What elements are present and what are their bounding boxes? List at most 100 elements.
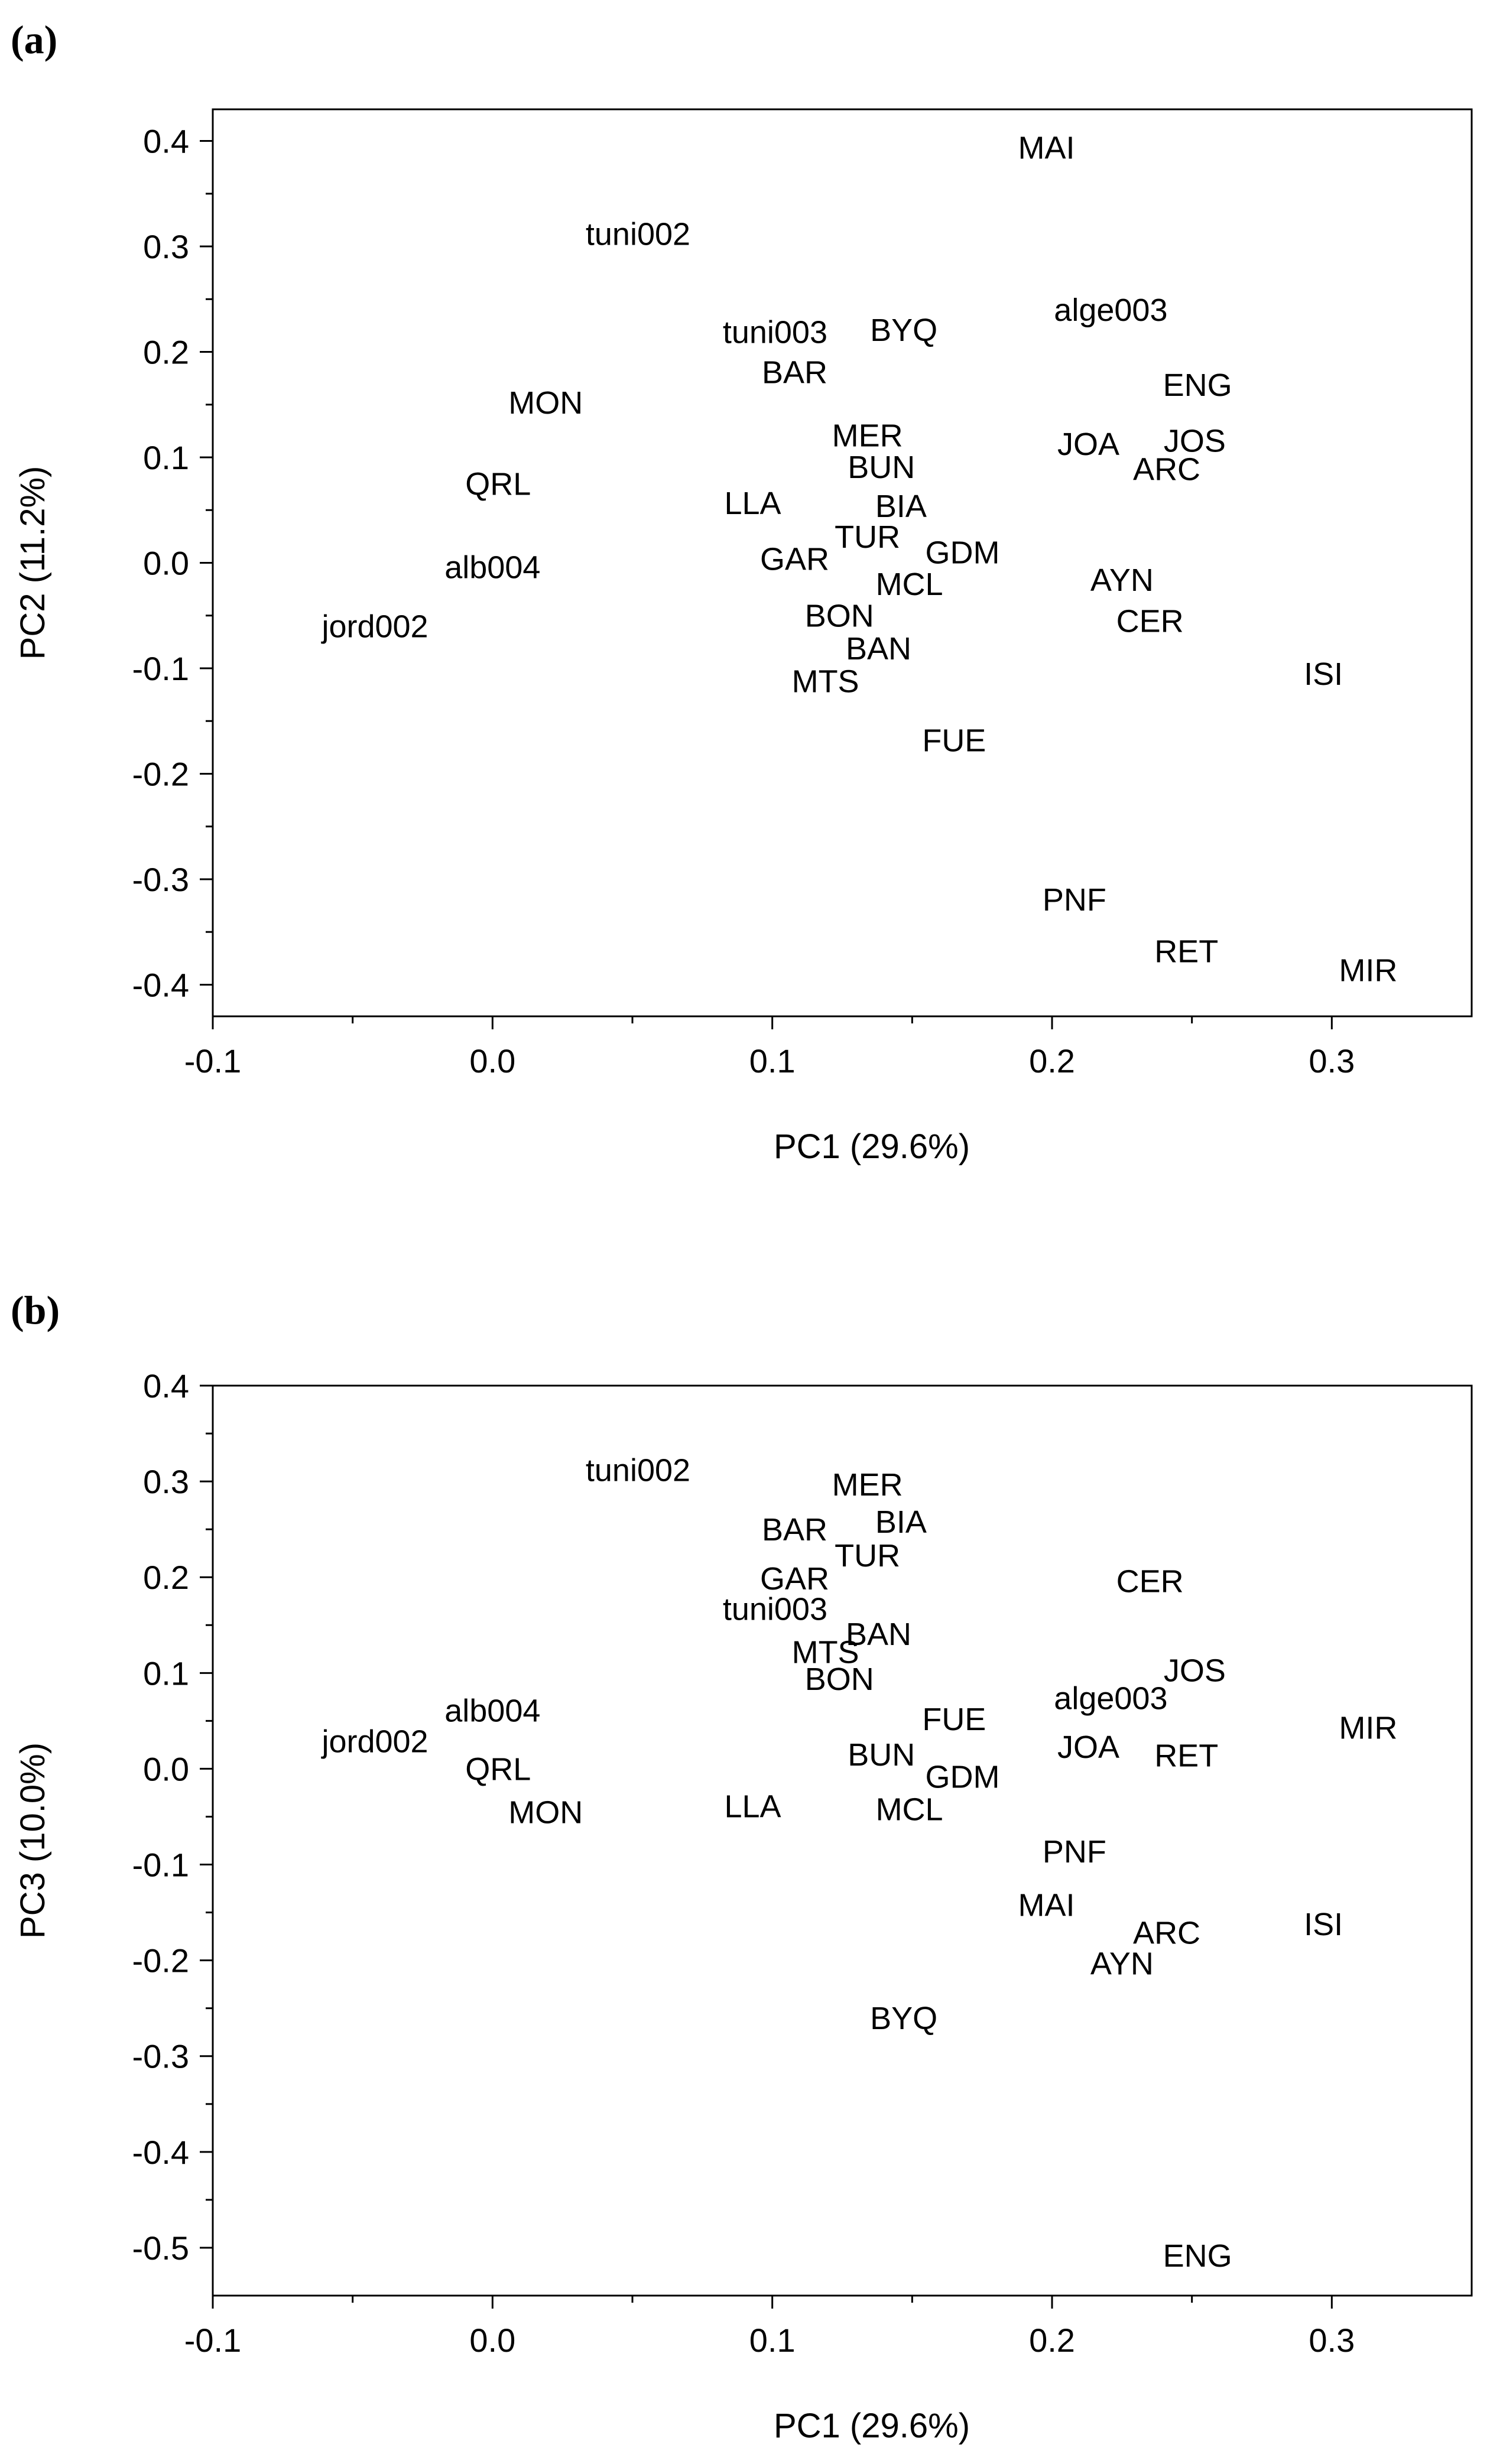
point-label-qrl: QRL bbox=[465, 467, 531, 502]
point-label-lla: LLA bbox=[724, 486, 781, 521]
point-label-mai: MAI bbox=[1018, 130, 1075, 165]
point-label-alb004: alb004 bbox=[444, 550, 540, 586]
point-label-isi: ISI bbox=[1304, 1907, 1343, 1942]
scatter-panel-a: (a) -0.1 0.0 0.1 0.2 0.3 0.4 0.3 0.2 0.1 0.0 -0.1 -0… bbox=[11, 17, 1473, 1166]
point-label-bia: BIA bbox=[875, 489, 927, 524]
point-label-mcl: MCL bbox=[876, 1792, 943, 1828]
panel-label: (a) bbox=[11, 17, 57, 62]
point-label-joa: JOA bbox=[1057, 1730, 1119, 1765]
x-tick-label: 0.3 bbox=[1309, 2322, 1355, 2359]
x-tick-label: 0.1 bbox=[749, 1042, 796, 1080]
point-label-mer: MER bbox=[832, 1467, 903, 1503]
y-tick-label: -0.4 bbox=[132, 2134, 190, 2171]
y-tick-label: 0.4 bbox=[143, 123, 189, 160]
y-tick-label: 0.2 bbox=[143, 334, 189, 371]
point-label-bar: BAR bbox=[762, 355, 827, 390]
y-tick-label: 0.0 bbox=[143, 545, 189, 582]
point-label-gar: GAR bbox=[760, 1561, 829, 1597]
x-axis-title: PC1 (29.6%) bbox=[774, 1127, 970, 1166]
y-tick-label: 0.1 bbox=[143, 439, 189, 476]
point-label-arc: ARC bbox=[1133, 1916, 1200, 1951]
scatter-panel-b: (b) -0.1 0.0 0.1 0.2 0.3 0.4 0.3 0.2 0.1 0.0 -0.1 -0… bbox=[11, 1288, 1473, 2445]
point-label-mts: MTS bbox=[792, 1635, 859, 1670]
point-label-tur: TUR bbox=[835, 1538, 900, 1574]
y-tick-label: 0.4 bbox=[143, 1367, 189, 1405]
point-label-mts: MTS bbox=[792, 664, 859, 699]
point-label-gdm: GDM bbox=[926, 535, 1000, 571]
point-label-fue: FUE bbox=[922, 1702, 986, 1737]
point-label-tur: TUR bbox=[835, 519, 900, 555]
y-tick-label: -0.1 bbox=[132, 650, 190, 687]
y-axis-title: PC2 (11.2%) bbox=[14, 466, 52, 660]
point-label-pnf: PNF bbox=[1043, 882, 1106, 918]
point-label-tuni002: tuni002 bbox=[586, 217, 690, 252]
y-tick-label: 0.3 bbox=[143, 1463, 189, 1500]
point-label-byq: BYQ bbox=[870, 313, 937, 348]
point-label-mer: MER bbox=[832, 418, 903, 454]
x-tick-label: 0.0 bbox=[469, 2322, 515, 2359]
point-label-lla: LLA bbox=[724, 1789, 781, 1825]
point-label-pnf: PNF bbox=[1043, 1834, 1106, 1870]
point-label-alge003: alge003 bbox=[1054, 292, 1167, 328]
point-label-bia: BIA bbox=[875, 1504, 927, 1540]
point-label-mon: MON bbox=[508, 1795, 583, 1830]
point-label-gdm: GDM bbox=[926, 1759, 1000, 1795]
point-label-ban: BAN bbox=[846, 1617, 911, 1652]
point-label-alb004: alb004 bbox=[444, 1693, 540, 1729]
point-label-jord002: jord002 bbox=[320, 609, 428, 645]
point-label-mcl: MCL bbox=[876, 567, 943, 602]
x-tick-label: 0.2 bbox=[1029, 2322, 1075, 2359]
x-tick-label: 0.2 bbox=[1029, 1042, 1075, 1080]
point-label-arc: ARC bbox=[1133, 452, 1200, 487]
y-tick-label: -0.5 bbox=[132, 2229, 190, 2267]
x-tick-label: 0.0 bbox=[469, 1042, 515, 1080]
x-tick-label: 0.1 bbox=[749, 2322, 796, 2359]
point-label-mon: MON bbox=[508, 385, 583, 421]
y-tick-label: -0.2 bbox=[132, 755, 190, 792]
point-label-tuni002: tuni002 bbox=[586, 1453, 690, 1488]
point-label-jord002: jord002 bbox=[320, 1724, 428, 1759]
point-label-ret: RET bbox=[1154, 1738, 1218, 1774]
point-label-eng: ENG bbox=[1163, 368, 1232, 403]
point-label-cer: CER bbox=[1116, 604, 1184, 639]
point-label-fue: FUE bbox=[922, 723, 986, 758]
x-tick-label: 0.3 bbox=[1309, 1042, 1355, 1080]
x-axis-title: PC1 (29.6%) bbox=[774, 2407, 970, 2445]
point-label-mai: MAI bbox=[1018, 1888, 1075, 1923]
x-tick-label: -0.1 bbox=[184, 2322, 242, 2359]
y-tick-label: -0.4 bbox=[132, 966, 190, 1003]
point-label-eng: ENG bbox=[1163, 2238, 1232, 2274]
point-label-bun: BUN bbox=[848, 450, 915, 485]
y-tick-label: 0.3 bbox=[143, 228, 189, 265]
y-tick-label: 0.2 bbox=[143, 1559, 189, 1596]
point-label-jos: JOS bbox=[1164, 423, 1226, 459]
y-tick-label: 0.0 bbox=[143, 1750, 189, 1787]
y-tick-label: -0.3 bbox=[132, 861, 190, 898]
x-tick-label: -0.1 bbox=[184, 1042, 242, 1080]
y-tick-label: -0.1 bbox=[132, 1847, 190, 1884]
point-label-tuni003: tuni003 bbox=[723, 1592, 827, 1627]
point-label-mir: MIR bbox=[1339, 1711, 1397, 1746]
point-label-cer: CER bbox=[1116, 1564, 1184, 1600]
point-label-alge003: alge003 bbox=[1054, 1680, 1167, 1716]
point-label-bun: BUN bbox=[848, 1737, 915, 1773]
point-label-qrl: QRL bbox=[465, 1751, 531, 1787]
point-label-bon: BON bbox=[805, 599, 874, 634]
y-tick-label: 0.1 bbox=[143, 1654, 189, 1692]
point-label-joa: JOA bbox=[1057, 427, 1119, 462]
panel-label: (b) bbox=[11, 1288, 60, 1332]
y-tick-label: -0.2 bbox=[132, 1942, 190, 1979]
point-label-ayn: AYN bbox=[1090, 563, 1154, 598]
point-label-tuni003: tuni003 bbox=[723, 315, 827, 350]
y-axis-title: PC3 (10.0%) bbox=[14, 1743, 52, 1939]
point-label-ban: BAN bbox=[846, 631, 911, 667]
plot-frame bbox=[212, 1384, 1473, 2297]
point-label-bon: BON bbox=[805, 1662, 874, 1697]
point-label-bar: BAR bbox=[762, 1512, 827, 1548]
y-tick-label: -0.3 bbox=[132, 2038, 190, 2075]
point-label-ret: RET bbox=[1154, 934, 1218, 969]
point-label-byq: BYQ bbox=[870, 2001, 937, 2036]
point-label-isi: ISI bbox=[1304, 656, 1343, 692]
